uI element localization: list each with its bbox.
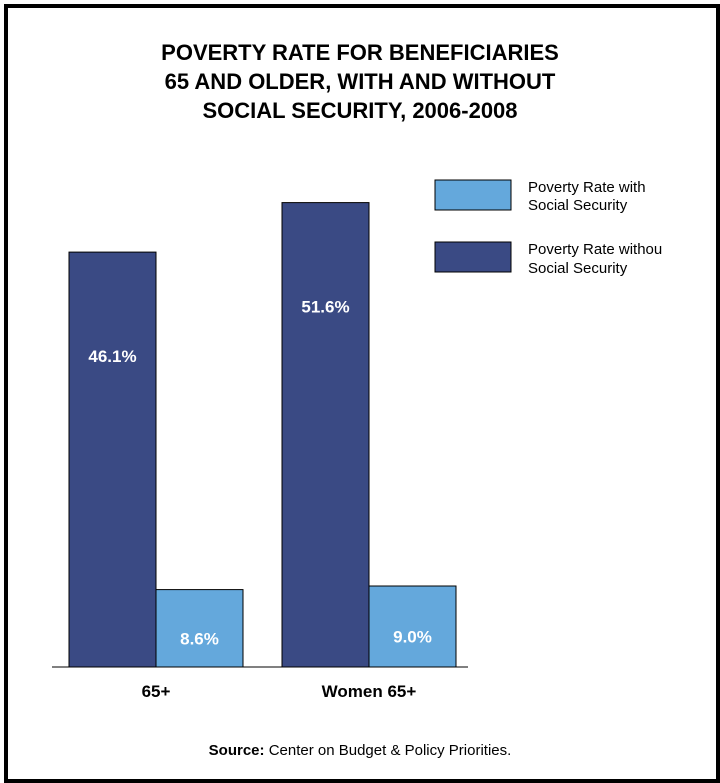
data-label-women-65-plus-without-social-security: 51.6% [301,298,349,317]
data-label-65-plus-with-social-security: 8.6% [180,629,219,648]
legend-label-with-line-2: Social Security [528,197,628,214]
legend-swatch-without-social-security [434,241,512,273]
bar-women-65-plus-with-social-security [368,585,457,668]
data-label-65-plus-without-social-security: 46.1% [88,347,136,366]
legend: Poverty Rate with Social Security Povert… [434,179,662,277]
legend-label-with-line-1: Poverty Rate with [528,179,646,196]
x-tick-label-women-65-plus: Women 65+ [322,682,417,701]
chart-title-line-3: SOCIAL SECURITY, 2006-2008 [202,98,517,123]
source-text: Center on Budget & Policy Priorities. [265,742,512,759]
chart-frame [4,4,720,783]
chart-title-line-1: POVERTY RATE FOR BENEFICIARIES [161,40,559,65]
legend-swatch-with-social-security [434,179,512,211]
data-label-women-65-plus-with-social-security: 9.0% [393,628,432,647]
bar-65-plus-with-social-security [155,589,244,668]
legend-label-without-line-1: Poverty Rate withou [528,241,662,258]
chart-title: POVERTY RATE FOR BENEFICIARIES 65 AND OL… [161,40,559,123]
source-label: Source: [209,742,265,759]
legend-label-without-line-2: Social Security [528,260,628,277]
bars-group: 46.1% 8.6% 51.6% 9.0% [68,202,457,668]
chart-title-line-2: 65 AND OLDER, WITH AND WITHOUT [165,69,556,94]
x-tick-label-65-plus: 65+ [142,682,171,701]
bar-65-plus-without-social-security [68,251,157,668]
bar-women-65-plus-without-social-security [281,202,370,668]
source-note: Source: Center on Budget & Policy Priori… [209,742,512,759]
